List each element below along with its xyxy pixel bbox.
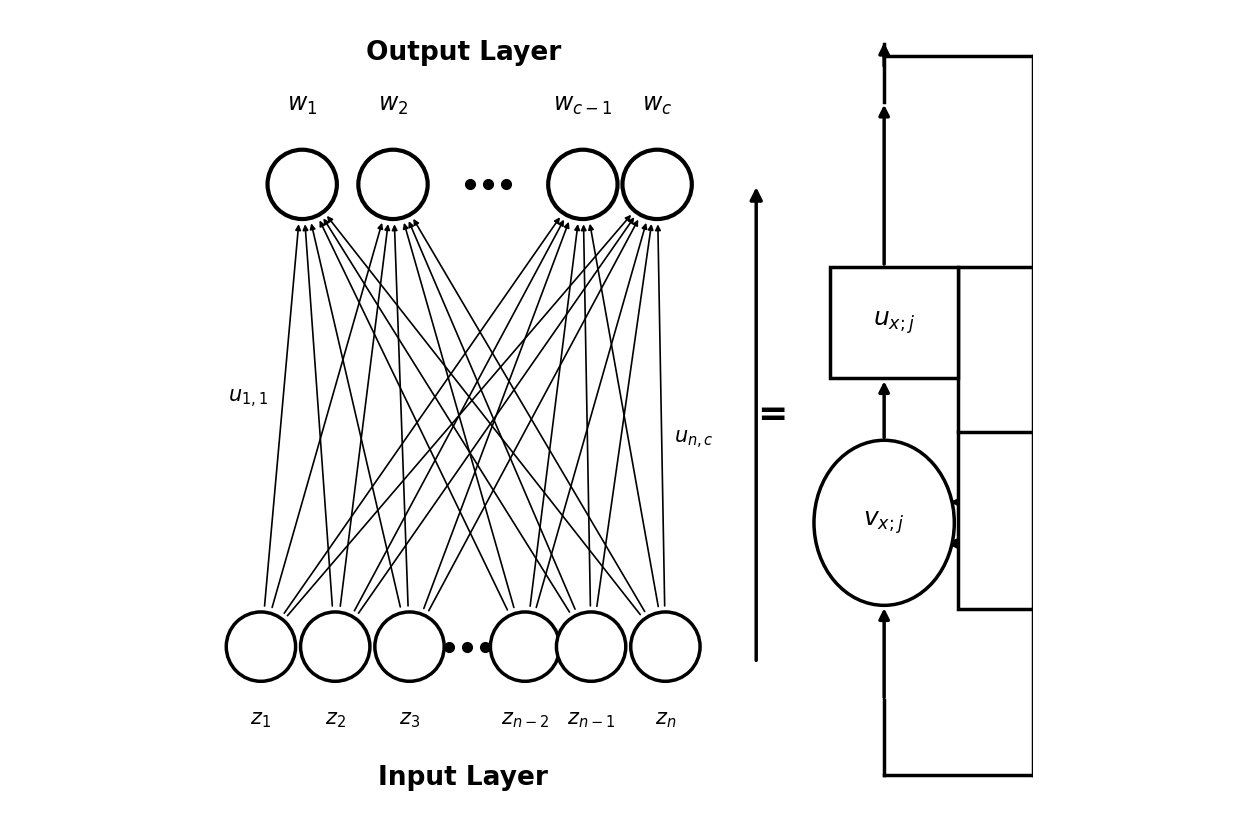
Circle shape: [631, 612, 701, 681]
Bar: [831, 267, 959, 378]
Circle shape: [226, 612, 295, 681]
Circle shape: [490, 612, 559, 681]
Text: $z_2$: $z_2$: [325, 711, 346, 730]
Circle shape: [268, 150, 337, 219]
Text: Input Layer: Input Layer: [378, 765, 548, 791]
Text: $\boldsymbol{u_{n,c}}$: $\boldsymbol{u_{n,c}}$: [673, 429, 713, 451]
Text: $z_{n-2}$: $z_{n-2}$: [501, 711, 549, 730]
Text: Output Layer: Output Layer: [366, 40, 560, 66]
Text: $\boldsymbol{u_{1,1}}$: $\boldsymbol{u_{1,1}}$: [228, 388, 268, 410]
Text: $\boldsymbol{w_2}$: $\boldsymbol{w_2}$: [378, 93, 408, 116]
Text: $\boldsymbol{w_1}$: $\boldsymbol{w_1}$: [288, 93, 317, 116]
Text: $\boldsymbol{\mathit{u}_{x;j}}$: $\boldsymbol{\mathit{u}_{x;j}}$: [873, 309, 915, 336]
Circle shape: [557, 612, 626, 681]
Circle shape: [300, 612, 370, 681]
Text: $\boldsymbol{\mathit{v}_{x;j}}$: $\boldsymbol{\mathit{v}_{x;j}}$: [863, 509, 905, 536]
Text: $z_n$: $z_n$: [655, 711, 676, 730]
Text: $\boldsymbol{w_c}$: $\boldsymbol{w_c}$: [642, 93, 672, 116]
Bar: [959, 267, 1033, 609]
Circle shape: [622, 150, 692, 219]
Circle shape: [358, 150, 428, 219]
Text: $z_3$: $z_3$: [399, 711, 420, 730]
Circle shape: [374, 612, 444, 681]
Text: $z_{n-1}$: $z_{n-1}$: [567, 711, 615, 730]
Ellipse shape: [813, 440, 955, 605]
Text: $\boldsymbol{w_{c-1}}$: $\boldsymbol{w_{c-1}}$: [553, 93, 613, 116]
Text: =: =: [758, 399, 787, 432]
Text: $z_1$: $z_1$: [250, 711, 272, 730]
Circle shape: [548, 150, 618, 219]
